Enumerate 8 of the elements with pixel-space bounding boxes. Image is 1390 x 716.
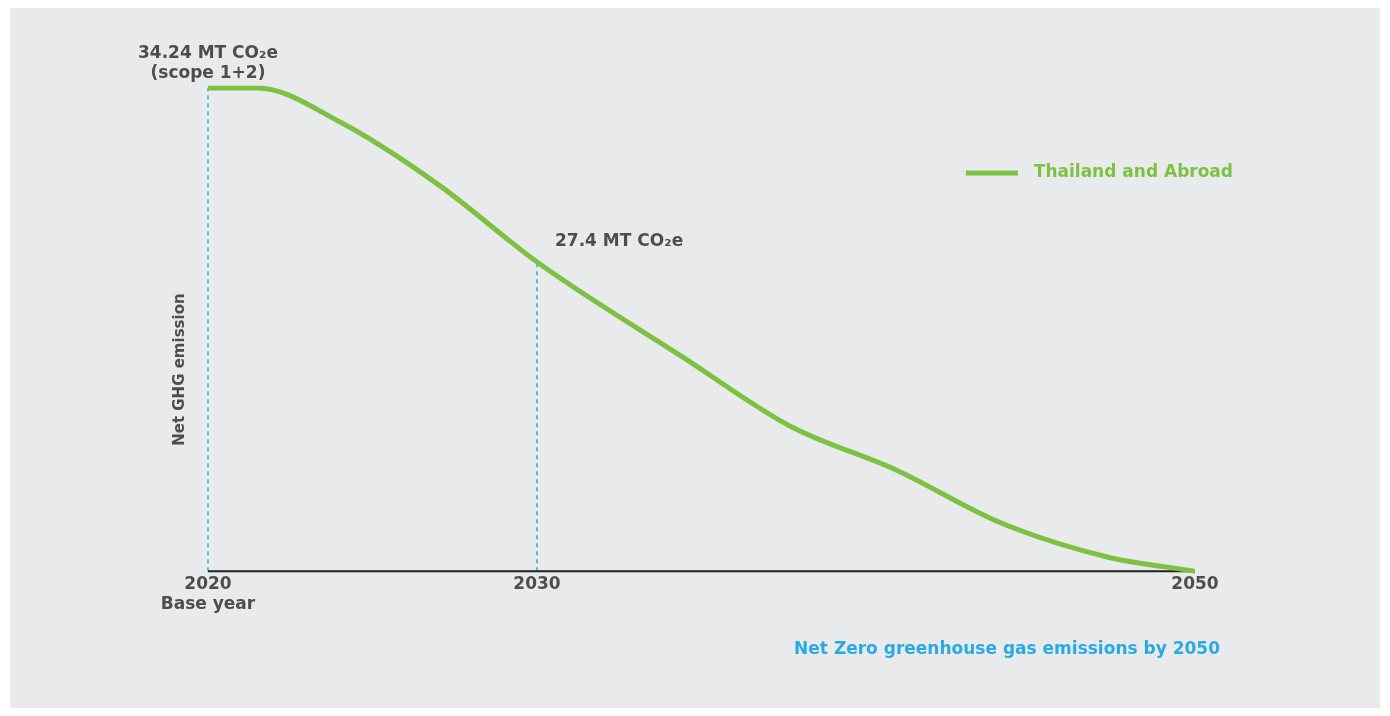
x-tick-label: 2020 Base year bbox=[160, 572, 256, 614]
legend-label: Thailand and Abroad bbox=[1033, 161, 1234, 182]
annotation: 27.4 MT CO₂e bbox=[555, 229, 684, 250]
y-axis-title: Net GHG emission bbox=[169, 293, 188, 446]
text: Net Zero greenhouse gas emissions by 2050 bbox=[794, 638, 1221, 658]
x-tick-label: 2030 bbox=[513, 572, 561, 593]
x-tick-label: 2050 bbox=[1171, 572, 1219, 593]
annotation: 34.24 MT CO₂e (scope 1+2) bbox=[137, 42, 279, 82]
